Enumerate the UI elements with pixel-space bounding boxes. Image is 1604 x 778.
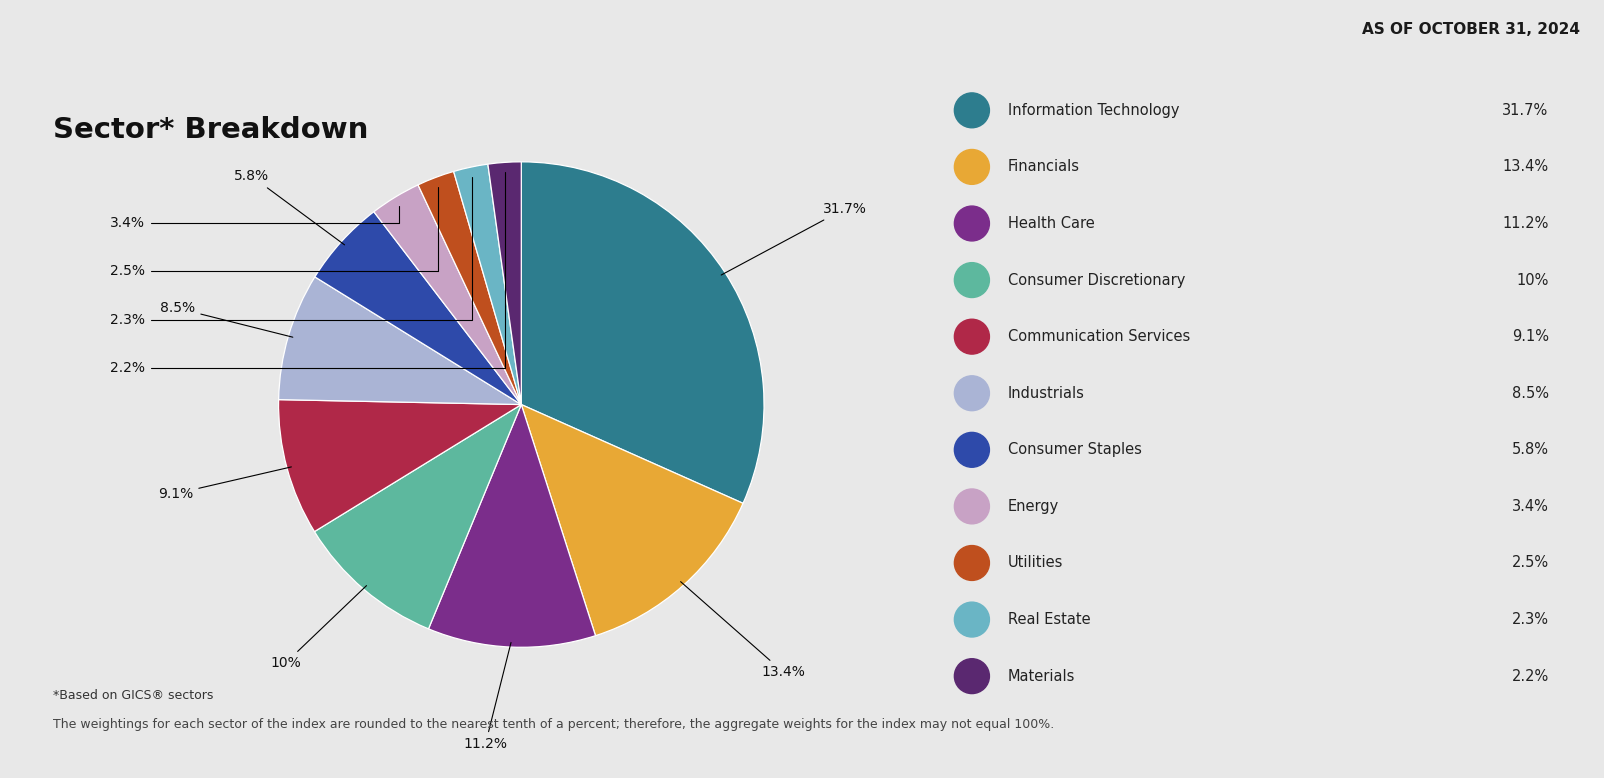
Text: Health Care: Health Care [1007,216,1094,231]
Circle shape [954,149,990,184]
Text: 5.8%: 5.8% [234,170,345,245]
Wedge shape [521,162,764,503]
Text: 9.1%: 9.1% [1511,329,1549,344]
Wedge shape [279,400,521,531]
Text: Financials: Financials [1007,159,1079,174]
Wedge shape [314,212,521,405]
Text: 2.2%: 2.2% [111,173,505,375]
Text: 3.4%: 3.4% [1513,499,1549,514]
Text: 10%: 10% [1516,272,1549,288]
Circle shape [954,545,990,580]
Circle shape [954,93,990,128]
Text: 2.3%: 2.3% [111,177,472,327]
Wedge shape [419,171,521,405]
Circle shape [954,489,990,524]
Wedge shape [521,405,743,636]
Wedge shape [279,277,521,405]
Circle shape [954,433,990,468]
Circle shape [954,376,990,411]
Wedge shape [428,405,595,647]
Text: Consumer Staples: Consumer Staples [1007,443,1142,457]
Text: 10%: 10% [269,586,366,670]
Text: The weightings for each sector of the index are rounded to the nearest tenth of : The weightings for each sector of the in… [53,718,1054,731]
Wedge shape [314,405,521,629]
Text: *Based on GICS® sectors: *Based on GICS® sectors [53,689,213,702]
Text: Information Technology: Information Technology [1007,103,1179,117]
Text: 31.7%: 31.7% [1503,103,1549,117]
Wedge shape [488,162,521,405]
Text: 9.1%: 9.1% [159,467,292,500]
Text: AS OF OCTOBER 31, 2024: AS OF OCTOBER 31, 2024 [1362,23,1580,37]
Wedge shape [374,185,521,405]
Text: Communication Services: Communication Services [1007,329,1190,344]
Text: 3.4%: 3.4% [111,206,399,230]
Circle shape [954,602,990,637]
Text: 11.2%: 11.2% [464,643,512,751]
Text: Real Estate: Real Estate [1007,612,1091,627]
Text: Sector* Breakdown: Sector* Breakdown [53,116,369,144]
Text: 2.5%: 2.5% [1511,555,1549,570]
Circle shape [954,319,990,354]
Text: 11.2%: 11.2% [1503,216,1549,231]
Wedge shape [454,164,521,405]
Text: 8.5%: 8.5% [160,301,294,337]
Text: 8.5%: 8.5% [1511,386,1549,401]
Text: 5.8%: 5.8% [1511,443,1549,457]
Text: 2.2%: 2.2% [1511,668,1549,684]
Text: 13.4%: 13.4% [680,582,805,679]
Text: 13.4%: 13.4% [1503,159,1549,174]
Text: Energy: Energy [1007,499,1059,514]
Text: 2.3%: 2.3% [1511,612,1549,627]
Circle shape [954,659,990,693]
Text: 2.5%: 2.5% [111,187,438,278]
Text: Utilities: Utilities [1007,555,1063,570]
Text: Industrials: Industrials [1007,386,1084,401]
Text: Materials: Materials [1007,668,1075,684]
Circle shape [954,263,990,297]
Text: Consumer Discretionary: Consumer Discretionary [1007,272,1185,288]
Circle shape [954,206,990,241]
Text: 31.7%: 31.7% [722,202,866,275]
